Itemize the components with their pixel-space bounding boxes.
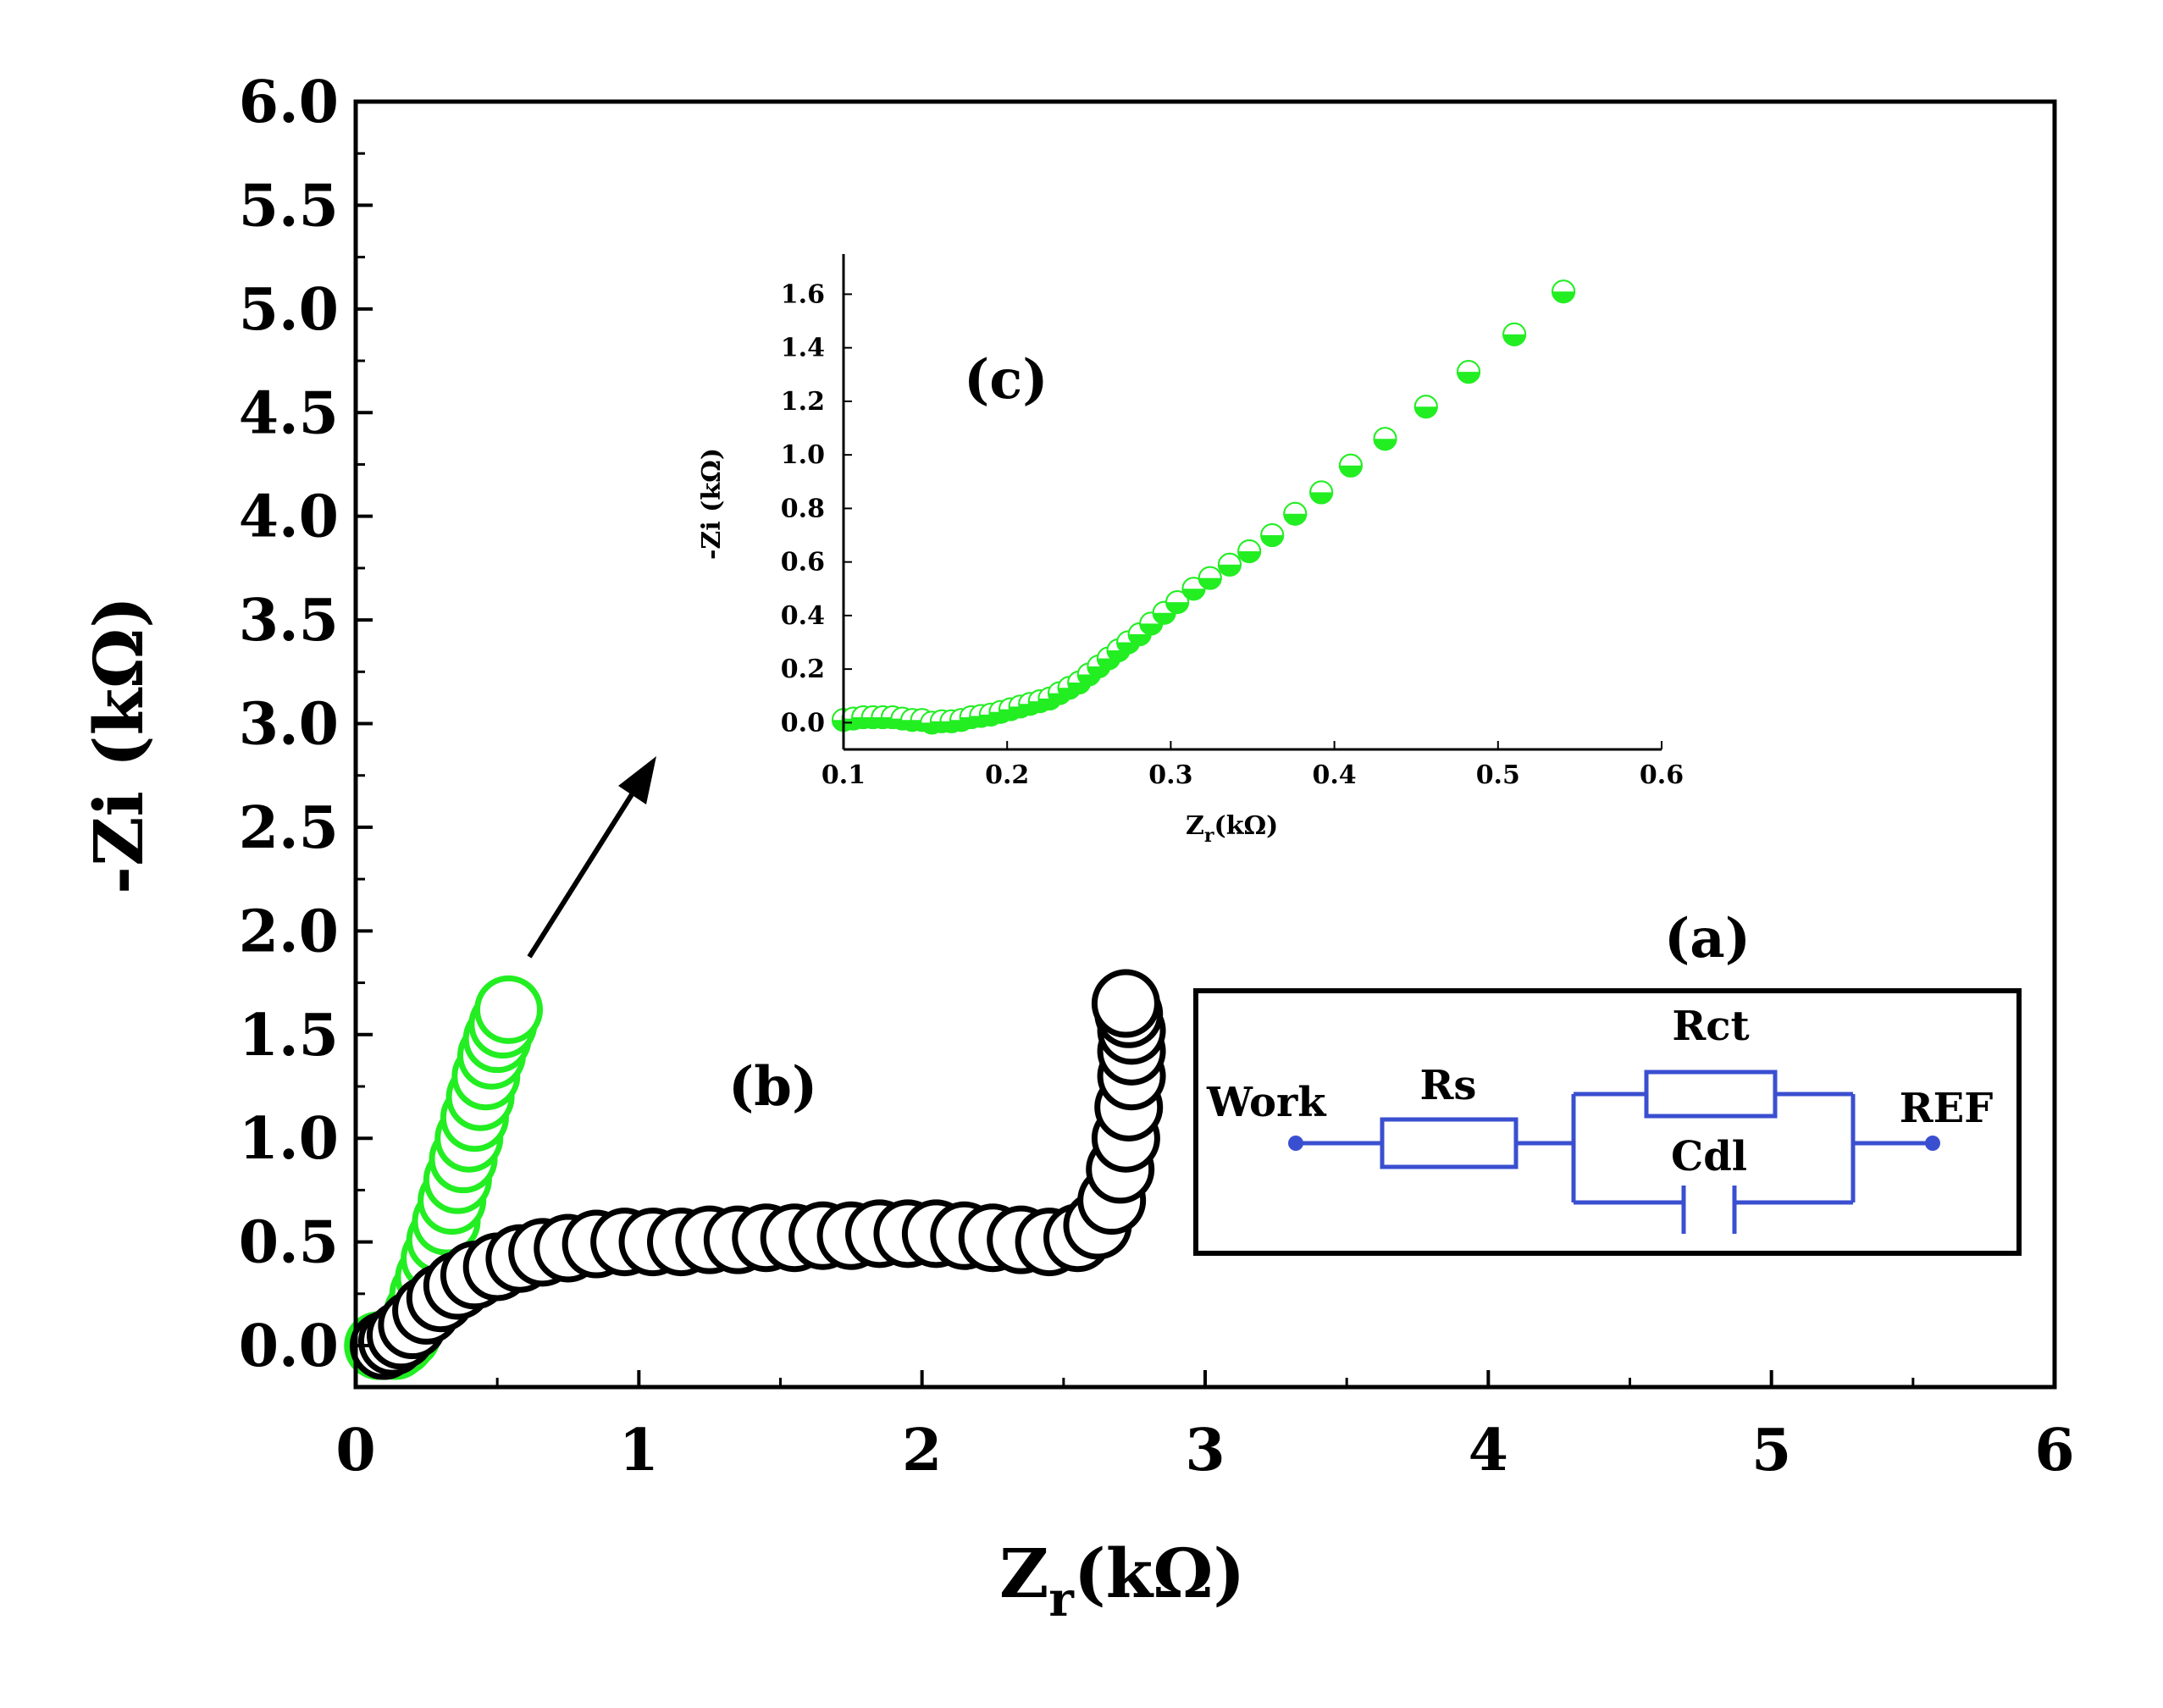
main-y-tick-label: 1.5 <box>239 1002 339 1070</box>
inset-x-tick-label: 0.3 <box>1148 760 1192 790</box>
inset-y-axis-label: -Zi (kΩ) <box>697 448 727 560</box>
inset-point-green <box>1457 360 1481 384</box>
inset-y-tick-label: 0.4 <box>781 601 825 631</box>
inset-y-tick-label: 0.0 <box>781 708 825 738</box>
main-y-tick-label: 5.0 <box>239 276 339 344</box>
inset-tick-labels: 0.1 0.2 0.3 0.4 0.5 0.6 0.0 0.2 0.4 0.6 0.8 1.0 1.2 1… <box>781 279 1684 790</box>
work-terminal <box>1288 1136 1303 1151</box>
inset-y-tick-label: 0.6 <box>781 548 825 578</box>
inset-x-tick-label: 0.6 <box>1640 760 1684 790</box>
inset-data-points <box>832 279 1576 735</box>
inset-x-tick-label: 0.1 <box>821 760 866 790</box>
inset-point-green <box>1338 453 1363 478</box>
inset-x-tick-label: 0.4 <box>1312 760 1356 790</box>
main-y-tick-label: 3.5 <box>239 587 339 655</box>
inset-chart: 0.1 0.2 0.3 0.4 0.5 0.6 0.0 0.2 0.4 0.6 0.8 1.0 1.2 1… <box>697 254 1684 847</box>
main-x-axis-label-unit: (kΩ) <box>1074 1534 1245 1613</box>
inset-point-green <box>1502 322 1527 346</box>
inset-y-tick-label: 1.4 <box>781 334 825 363</box>
circuit-label-rs: Rs <box>1420 1062 1477 1109</box>
main-data-points <box>344 969 1166 1380</box>
inset-x-axis-label-sub: r <box>1204 825 1214 847</box>
main-x-tick-label: 2 <box>902 1417 942 1484</box>
main-tick-labels: 0 1 2 3 4 5 6 0.0 0.5 1.0 1.5 2.0 2.5 3.0 3.5 4.0 4.5 5.0… <box>239 69 2075 1484</box>
main-y-tick-label: 4.5 <box>239 379 339 447</box>
circuit-label-cdl: Cdl <box>1671 1133 1747 1180</box>
inset-y-tick-label: 0.8 <box>781 494 825 523</box>
main-x-axis-label-base: Z <box>999 1534 1048 1613</box>
circuit-frame <box>1193 988 2022 1256</box>
main-y-tick-label: 6.0 <box>239 69 339 136</box>
inset-point-green <box>1309 480 1334 505</box>
main-point-green <box>474 975 544 1044</box>
main-x-axis-label-sub: r <box>1048 1572 1075 1628</box>
main-axis-ticks <box>354 100 2056 1387</box>
main-y-tick-label: 3.0 <box>239 691 339 759</box>
main-y-tick-label: 1.0 <box>239 1105 339 1173</box>
inset-x-axis-label-base: Z <box>1186 811 1204 841</box>
inset-point-green <box>1198 566 1222 590</box>
label-c: (c) <box>964 348 1048 412</box>
main-y-tick-label: 0.0 <box>239 1313 339 1380</box>
main-x-axis-label: Zr(kΩ) <box>999 1534 1245 1628</box>
main-y-tick-label: 0.5 <box>239 1209 339 1277</box>
inset-point-green <box>1552 279 1576 304</box>
main-x-tick-label: 3 <box>1185 1417 1225 1484</box>
circuit-label-ref: REF <box>1900 1085 1994 1132</box>
label-a: (a) <box>1664 907 1751 970</box>
inset-x-tick-label: 0.5 <box>1476 760 1520 790</box>
inset-point-green <box>1283 501 1308 526</box>
main-x-tick-label: 6 <box>2034 1417 2074 1484</box>
inset-point-green <box>1165 590 1190 615</box>
inset-point-green <box>1116 630 1141 655</box>
inset-x-axis-label-unit: (kΩ) <box>1214 811 1279 841</box>
main-x-tick-label: 4 <box>1469 1417 1508 1484</box>
label-b: (b) <box>728 1055 817 1119</box>
main-y-tick-label: 2.0 <box>239 898 339 965</box>
circuit-label-work: Work <box>1206 1079 1327 1126</box>
ref-terminal <box>1925 1136 1940 1151</box>
inset-point-green <box>1260 523 1285 548</box>
main-y-tick-label: 5.5 <box>239 172 339 240</box>
inset-y-tick-label: 1.6 <box>781 279 825 309</box>
inset-point-green <box>1217 552 1242 577</box>
inset-y-tick-label: 1.2 <box>781 387 825 417</box>
main-chart: 0 1 2 3 4 5 6 0.0 0.5 1.0 1.5 2.0 2.5 3.0 3.5 4.0 4.5 5.0… <box>79 69 2075 1628</box>
main-y-tick-label: 4.0 <box>239 484 339 551</box>
inset-axis-ticks <box>843 293 1662 749</box>
inset-x-tick-label: 0.2 <box>985 760 1029 790</box>
inset-point-green <box>1373 427 1397 451</box>
equivalent-circuit: Work Rs Rct Cdl REF <box>1193 988 2022 1256</box>
main-y-tick-label: 2.5 <box>239 794 339 862</box>
inset-y-tick-label: 0.2 <box>781 655 825 684</box>
inset-x-axis-label: Zr(kΩ) <box>1186 811 1278 847</box>
main-y-axis-label: -Zi (kΩ) <box>79 596 158 894</box>
inset-point-green <box>1237 539 1262 563</box>
zoom-arrow <box>527 756 656 959</box>
circuit-label-rct: Rct <box>1672 1003 1749 1050</box>
main-x-tick-label: 5 <box>1751 1417 1791 1484</box>
circuit-wires <box>1296 1070 1933 1234</box>
inset-y-tick-label: 1.0 <box>781 440 825 470</box>
main-x-tick-label: 0 <box>335 1417 375 1484</box>
inset-point-green <box>1413 395 1438 419</box>
main-x-tick-label: 1 <box>619 1417 659 1484</box>
main-point-black <box>1091 969 1160 1038</box>
